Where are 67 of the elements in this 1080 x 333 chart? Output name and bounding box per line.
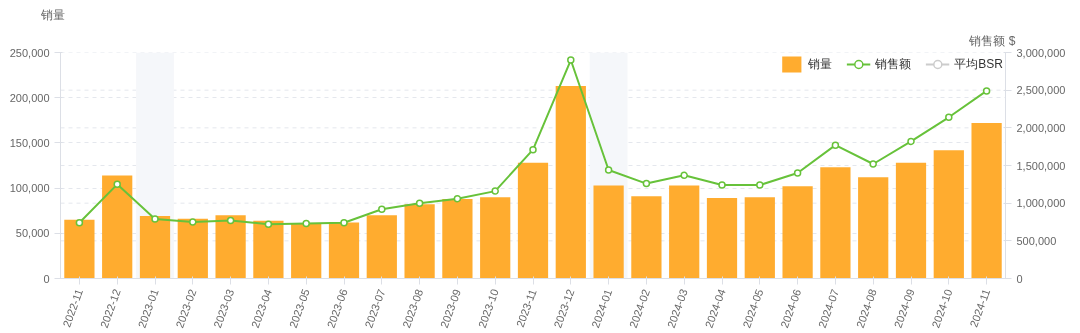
point [831, 141, 840, 149]
point [680, 171, 688, 180]
y-tick-label: 150,000 [9, 136, 50, 149]
bar [971, 123, 1002, 279]
y2-tick-label: 0 [1016, 272, 1023, 285]
y-tick-label: 50,000 [15, 227, 50, 240]
bar [291, 223, 322, 279]
bar [442, 198, 473, 279]
bar [177, 218, 208, 279]
point [302, 219, 310, 228]
point [453, 194, 462, 203]
bar [215, 215, 246, 279]
bar [895, 162, 927, 279]
point [907, 137, 915, 146]
y-tick-label: 0 [43, 272, 50, 285]
bar [933, 150, 964, 279]
point [151, 215, 159, 223]
bar [706, 198, 738, 279]
point [189, 218, 197, 226]
bar [517, 162, 549, 279]
point [793, 169, 802, 177]
y2-tick-label: 1,000,000 [1016, 197, 1066, 210]
bar [404, 204, 435, 279]
point [756, 181, 764, 189]
bar [366, 215, 397, 279]
point [642, 179, 651, 188]
y2-tick-label: 2,500,000 [1016, 84, 1066, 97]
point [340, 219, 348, 227]
y2-tick-label: 2,000,000 [1016, 121, 1066, 134]
point [945, 113, 953, 122]
bar [744, 197, 775, 279]
bar [480, 197, 511, 279]
point [491, 187, 499, 195]
point [415, 199, 424, 207]
point [567, 56, 575, 64]
bar [669, 185, 700, 279]
point [718, 181, 726, 189]
bar [328, 222, 360, 279]
bar [253, 220, 284, 279]
point [75, 219, 84, 227]
legend-label: 销售额 [875, 55, 912, 73]
y-tick-label: 100,000 [9, 182, 50, 195]
bar [64, 219, 95, 279]
point [869, 160, 877, 168]
legend-label: 平均BSR [954, 55, 1003, 73]
y-axis-title: 销量 [39, 7, 65, 22]
legend-label: 销量 [808, 55, 833, 73]
y-tick-label: 250,000 [9, 46, 50, 59]
point [378, 205, 386, 213]
point [226, 216, 235, 225]
bar [139, 216, 171, 279]
bar [858, 177, 889, 279]
bar [782, 186, 813, 279]
point [113, 180, 121, 189]
bar [820, 167, 851, 279]
point [529, 145, 537, 154]
y2-tick-label: 500,000 [1016, 234, 1057, 247]
y2-axis-title: 销售额 $ [968, 33, 1016, 48]
bar [102, 175, 133, 279]
point [604, 166, 613, 174]
y-tick-label: 200,000 [9, 91, 50, 104]
y2-tick-label: 1,500,000 [1016, 159, 1066, 172]
point [982, 87, 991, 95]
y2-tick-label: 3,000,000 [1016, 46, 1066, 59]
bar [631, 196, 662, 279]
bar [555, 85, 586, 279]
point [264, 220, 273, 228]
